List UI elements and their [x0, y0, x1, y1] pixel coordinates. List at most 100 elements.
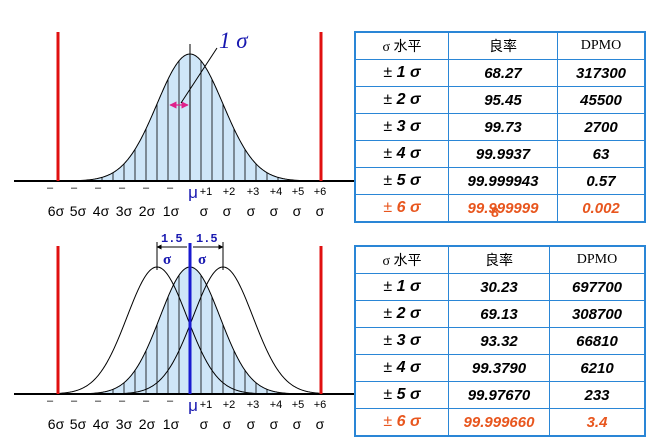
sigma-callout-leader [180, 47, 218, 104]
shift-left-unit: σ [163, 252, 172, 268]
table-row: ± 3 σ 93.32 66810 [354, 327, 646, 355]
shift-right-value: 1.5 [196, 232, 218, 246]
header-sigma-level: σ 水平 [354, 31, 449, 60]
tick-sigma-label: σ [247, 416, 256, 432]
tick-plus-label: +3 [247, 186, 260, 198]
sigma-level-cell: ± 1 σ [354, 273, 449, 301]
top-sigma-gridlines [68, 60, 312, 181]
yield-overflow-digit: 8 [491, 204, 499, 220]
tick-minus-sign: – [95, 395, 102, 407]
bottom-shifted-chart: 1.5 1.5 σ σ – – – – – – +1 +2 +3 +4 +5 +6 6σ 5σ 4σ 3σ 2σ… [14, 232, 359, 432]
tick-minus-sign: – [71, 395, 78, 407]
yield-cell: 30.23 [448, 273, 550, 301]
tick-sigma-label: 1σ [163, 416, 180, 432]
sigma-level-cell: ± 2 σ [354, 86, 449, 114]
dpmo-cell: 308700 [549, 300, 646, 328]
tick-minus-sign: – [71, 182, 78, 194]
tick-minus-sign: – [167, 395, 174, 407]
tick-minus-sign: – [119, 395, 126, 407]
dpmo-cell: 2700 [557, 113, 646, 141]
table-row: ± 1 σ 30.23 697700 [354, 273, 646, 301]
yield-cell: 99.3790 [448, 354, 550, 382]
tick-sigma-label: 4σ [93, 416, 110, 432]
yield-cell: 99.999943 [448, 167, 558, 195]
tick-plus-label: +5 [292, 399, 305, 411]
sigma-yield-table-centered: σ 水平 良率 DPMO ± 1 σ 68.27 317300 ± 2 σ 95.45… [354, 31, 646, 223]
sigma-level-cell: ± 4 σ [354, 354, 449, 382]
tick-sigma-label: 6σ [48, 416, 65, 432]
table-row: ± 2 σ 95.45 45500 [354, 86, 646, 114]
sigma-level-cell: ± 6 σ [354, 408, 449, 437]
table-header-row: σ 水平 良率 DPMO [354, 245, 646, 274]
dpmo-cell: 6210 [549, 354, 646, 382]
sigma-level-cell: ± 4 σ [354, 140, 449, 168]
tick-sigma-label: 2σ [139, 203, 156, 219]
tick-minus-sign: – [119, 182, 126, 194]
dpmo-cell: 317300 [557, 59, 646, 87]
sigma-yield-table-shifted: σ 水平 良率 DPMO ± 1 σ 30.23 697700 ± 2 σ 69.13… [354, 245, 646, 437]
shift-left-value: 1.5 [161, 232, 183, 246]
tick-sigma-label: σ [223, 416, 232, 432]
header-dpmo: DPMO [549, 245, 646, 274]
dpmo-cell: 697700 [549, 273, 646, 301]
sigma-level-cell: ± 5 σ [354, 167, 449, 195]
tick-minus-sign: – [47, 395, 54, 407]
tick-sigma-label: 5σ [70, 203, 87, 219]
header-yield: 良率 [448, 245, 550, 274]
tick-sigma-label: 3σ [116, 416, 133, 432]
tick-sigma-label: σ [223, 203, 232, 219]
dpmo-cell: 0.002 [557, 194, 646, 223]
sigma-level-cell: ± 5 σ [354, 381, 449, 409]
tick-minus-sign: – [47, 182, 54, 194]
tick-plus-label: +1 [200, 399, 213, 411]
yield-cell: 95.45 [448, 86, 558, 114]
table-header-row: σ 水平 良率 DPMO [354, 31, 646, 60]
tick-plus-label: +4 [270, 399, 283, 411]
top-normal-chart: 1 σ – – – – – – +1 +2 +3 +4 +5 +66σ 5σ 4σ 3σ 2σ 1σ σ σ σ σ σ σ… [14, 28, 359, 219]
tick-plus-label: +2 [223, 186, 236, 198]
dpmo-cell: 45500 [557, 86, 646, 114]
tick-sigma-label: 6σ [48, 203, 65, 219]
mean-mu-label: μ [188, 396, 198, 415]
sigma-level-cell: ± 3 σ [354, 327, 449, 355]
table-row-highlight: ± 6 σ 99.999999 0.002 [354, 194, 646, 223]
yield-cell: 99.73 [448, 113, 558, 141]
shift-right-unit: σ [198, 252, 207, 268]
table-row: ± 4 σ 99.9937 63 [354, 140, 646, 168]
tick-plus-label: +3 [247, 399, 260, 411]
sigma-callout-label: 1 σ [219, 28, 249, 53]
tick-plus-label: +5 [292, 186, 305, 198]
tick-sigma-label: 4σ [93, 203, 110, 219]
sigma-level-cell: ± 2 σ [354, 300, 449, 328]
tick-minus-sign: – [95, 182, 102, 194]
tick-sigma-label: σ [293, 203, 302, 219]
tick-plus-label: +1 [200, 186, 213, 198]
tick-sigma-label: σ [293, 416, 302, 432]
tick-plus-label: +6 [314, 399, 327, 411]
header-yield: 良率 [448, 31, 558, 60]
tick-sigma-label: 5σ [70, 416, 87, 432]
table-row: ± 5 σ 99.97670 233 [354, 381, 646, 409]
yield-cell: 69.13 [448, 300, 550, 328]
tick-sigma-label: 1σ [163, 203, 180, 219]
header-dpmo: DPMO [557, 31, 646, 60]
yield-cell: 99.97670 [448, 381, 550, 409]
dpmo-cell: 66810 [549, 327, 646, 355]
dpmo-cell: 3.4 [549, 408, 646, 437]
table-row: ± 4 σ 99.3790 6210 [354, 354, 646, 382]
tick-minus-sign: – [143, 182, 150, 194]
yield-cell: 99.999999 [448, 194, 558, 223]
tick-sigma-label: 2σ [139, 416, 156, 432]
tick-sigma-label: σ [270, 203, 279, 219]
dpmo-cell: 63 [557, 140, 646, 168]
table-row: ± 3 σ 99.73 2700 [354, 113, 646, 141]
table-row: ± 2 σ 69.13 308700 [354, 300, 646, 328]
sigma-level-cell: ± 3 σ [354, 113, 449, 141]
tick-sigma-label: σ [270, 416, 279, 432]
sigma-level-cell: ± 6 σ [354, 194, 449, 223]
table-row: ± 5 σ 99.999943 0.57 [354, 167, 646, 195]
table-row-highlight: ± 6 σ 99.999660 3.4 [354, 408, 646, 437]
dpmo-cell: 233 [549, 381, 646, 409]
dpmo-cell: 0.57 [557, 167, 646, 195]
